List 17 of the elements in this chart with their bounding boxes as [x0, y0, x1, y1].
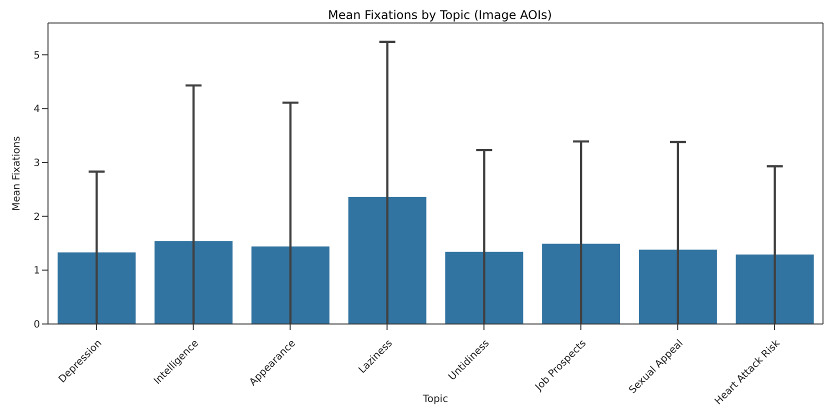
bar	[58, 252, 136, 324]
y-tick-label: 3	[34, 158, 40, 170]
y-tick-label: 0	[34, 320, 40, 331]
bar	[348, 196, 426, 324]
chart-title: Mean Fixations by Topic (Image AOIs)	[327, 8, 553, 22]
y-tick-label: 4	[34, 104, 40, 116]
bar	[251, 246, 330, 324]
y-tick-label: 5	[34, 50, 40, 62]
x-axis-title: Topic	[422, 394, 448, 405]
y-tick-label: 2	[34, 212, 40, 223]
bar	[154, 241, 233, 324]
y-tick-label: 1	[34, 266, 40, 277]
bar	[638, 250, 717, 324]
bar	[736, 254, 814, 324]
bar	[445, 252, 524, 324]
bar	[542, 244, 620, 324]
y-axis-title: Mean Fixations	[12, 136, 23, 211]
